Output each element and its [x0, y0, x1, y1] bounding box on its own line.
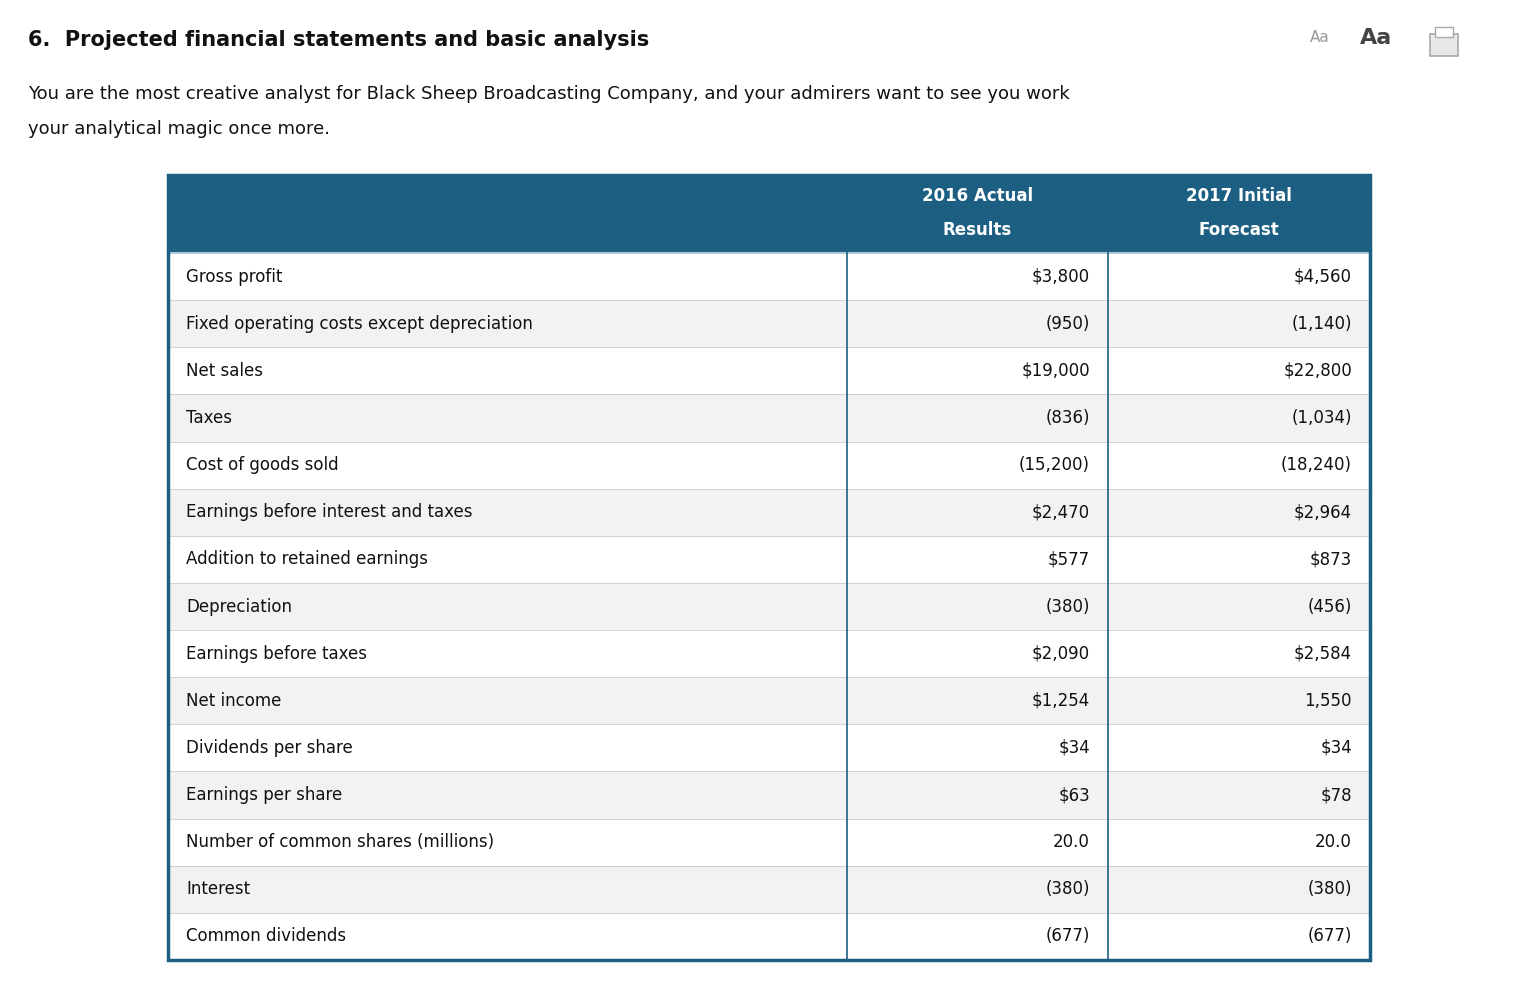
- FancyBboxPatch shape: [167, 253, 1370, 300]
- Text: Net sales: Net sales: [186, 362, 263, 380]
- Text: Net income: Net income: [186, 692, 281, 709]
- Text: (15,200): (15,200): [1018, 457, 1091, 474]
- FancyBboxPatch shape: [167, 175, 1370, 253]
- Text: $34: $34: [1058, 739, 1091, 757]
- Text: $34: $34: [1321, 739, 1352, 757]
- Text: Addition to retained earnings: Addition to retained earnings: [186, 550, 429, 569]
- Text: $873: $873: [1310, 550, 1352, 569]
- FancyBboxPatch shape: [167, 724, 1370, 771]
- Text: Aa: Aa: [1310, 30, 1330, 45]
- Text: $2,090: $2,090: [1032, 645, 1091, 662]
- FancyBboxPatch shape: [167, 347, 1370, 395]
- Text: Cost of goods sold: Cost of goods sold: [186, 457, 338, 474]
- Text: Gross profit: Gross profit: [186, 268, 283, 285]
- Text: $78: $78: [1321, 786, 1352, 804]
- FancyBboxPatch shape: [1435, 27, 1453, 37]
- Text: 6.  Projected financial statements and basic analysis: 6. Projected financial statements and ba…: [28, 30, 650, 50]
- Text: (380): (380): [1046, 881, 1091, 898]
- Text: 20.0: 20.0: [1315, 833, 1352, 851]
- Text: (677): (677): [1307, 928, 1352, 946]
- Text: $4,560: $4,560: [1293, 268, 1352, 285]
- FancyBboxPatch shape: [167, 771, 1370, 819]
- Text: Forecast: Forecast: [1198, 220, 1279, 238]
- Text: (836): (836): [1046, 409, 1091, 427]
- Text: (950): (950): [1046, 315, 1091, 333]
- Text: Aa: Aa: [1359, 28, 1392, 48]
- Text: Fixed operating costs except depreciation: Fixed operating costs except depreciatio…: [186, 315, 533, 333]
- Text: your analytical magic once more.: your analytical magic once more.: [28, 120, 330, 138]
- Text: Taxes: Taxes: [186, 409, 232, 427]
- Text: Earnings before taxes: Earnings before taxes: [186, 645, 367, 662]
- Text: (380): (380): [1046, 597, 1091, 616]
- FancyBboxPatch shape: [167, 630, 1370, 677]
- Text: $19,000: $19,000: [1021, 362, 1091, 380]
- Text: $3,800: $3,800: [1032, 268, 1091, 285]
- Text: Interest: Interest: [186, 881, 250, 898]
- FancyBboxPatch shape: [167, 442, 1370, 489]
- Text: (677): (677): [1046, 928, 1091, 946]
- Text: $1,254: $1,254: [1032, 692, 1091, 709]
- Text: (456): (456): [1307, 597, 1352, 616]
- Text: Number of common shares (millions): Number of common shares (millions): [186, 833, 495, 851]
- Text: 2017 Initial: 2017 Initial: [1186, 187, 1292, 205]
- Text: 20.0: 20.0: [1054, 833, 1091, 851]
- FancyBboxPatch shape: [167, 866, 1370, 913]
- Text: 2016 Actual: 2016 Actual: [922, 187, 1034, 205]
- Text: Earnings before interest and taxes: Earnings before interest and taxes: [186, 503, 473, 522]
- Text: Results: Results: [943, 220, 1012, 238]
- FancyBboxPatch shape: [167, 583, 1370, 630]
- Text: (1,034): (1,034): [1292, 409, 1352, 427]
- FancyBboxPatch shape: [167, 300, 1370, 347]
- Text: $2,964: $2,964: [1293, 503, 1352, 522]
- Text: Dividends per share: Dividends per share: [186, 739, 353, 757]
- FancyBboxPatch shape: [167, 677, 1370, 724]
- FancyBboxPatch shape: [167, 536, 1370, 583]
- FancyBboxPatch shape: [1430, 34, 1458, 56]
- Text: (380): (380): [1307, 881, 1352, 898]
- Text: You are the most creative analyst for Black Sheep Broadcasting Company, and your: You are the most creative analyst for Bl…: [28, 85, 1069, 103]
- Text: $2,584: $2,584: [1293, 645, 1352, 662]
- FancyBboxPatch shape: [167, 819, 1370, 866]
- FancyBboxPatch shape: [167, 395, 1370, 442]
- FancyBboxPatch shape: [167, 913, 1370, 960]
- Text: (18,240): (18,240): [1281, 457, 1352, 474]
- Text: $2,470: $2,470: [1032, 503, 1091, 522]
- FancyBboxPatch shape: [167, 489, 1370, 536]
- Text: (1,140): (1,140): [1292, 315, 1352, 333]
- Text: 1,550: 1,550: [1304, 692, 1352, 709]
- Text: Earnings per share: Earnings per share: [186, 786, 343, 804]
- Text: $63: $63: [1058, 786, 1091, 804]
- Text: $577: $577: [1048, 550, 1091, 569]
- Text: Common dividends: Common dividends: [186, 928, 346, 946]
- Text: Depreciation: Depreciation: [186, 597, 292, 616]
- Text: $22,800: $22,800: [1283, 362, 1352, 380]
